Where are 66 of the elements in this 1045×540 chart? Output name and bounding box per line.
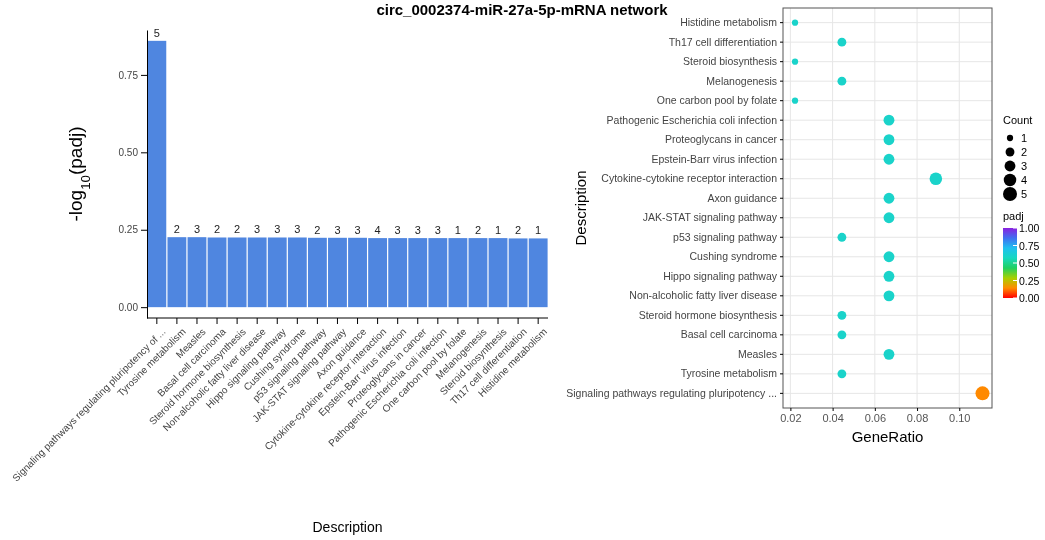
legend-label: 1: [1021, 132, 1028, 144]
y-tick-label: Axon guidance: [707, 191, 778, 204]
bar: [207, 237, 227, 308]
annotation: 2: [234, 223, 241, 236]
annotation: 1: [535, 224, 542, 237]
annotation: 3: [254, 223, 261, 236]
y-tick-label: 0.50: [118, 147, 139, 159]
y-tick-label: Non-alcoholic fatty liver disease: [629, 289, 778, 302]
bar: [488, 238, 508, 308]
y-tick-label: 0.25: [118, 224, 139, 236]
y-tick-label: One carbon pool by folate: [656, 94, 778, 107]
legend-label: 2: [1021, 146, 1028, 158]
y-tick-label: p53 signaling pathway: [673, 230, 778, 243]
x-axis-title: GeneRatio: [851, 428, 924, 445]
y-tick-label: Signaling pathways regulating pluripotency ...: [566, 386, 777, 399]
y-tick-label: JAK-STAT signaling pathway: [642, 211, 778, 224]
annotation: 4: [374, 224, 381, 237]
color-bar-label: 0.00: [1019, 292, 1040, 304]
y-tick-label: Epstein-Barr virus infection: [651, 152, 778, 165]
legend-label: 3: [1021, 160, 1028, 172]
annotation: 2: [213, 223, 221, 236]
x-tick-label: 0.10: [949, 411, 971, 424]
y-tick-label: Histidine metabolism: [680, 15, 778, 28]
y-tick-label: Pathogenic Escherichia coli infection: [606, 113, 778, 126]
legend-title: Count: [1003, 114, 1033, 126]
y-tick-label: Cytokine-cytokine receptor interaction: [601, 172, 778, 185]
color-bar-title: padj: [1003, 210, 1024, 222]
bar: [468, 238, 488, 308]
chart-title: circ_0002374-miR-27a-5p-mRNA network: [376, 1, 669, 18]
y-tick-label: Proteoglycans in cancer: [664, 133, 778, 146]
annotation: 1: [454, 224, 461, 237]
annotation: 2: [314, 223, 321, 236]
legend-label: 4: [1021, 174, 1028, 186]
annotation: 3: [294, 223, 301, 236]
annotation: 1: [494, 224, 502, 237]
y-tick-label: Steroid hormone biosynthesis: [638, 308, 777, 321]
annotation: 3: [354, 223, 361, 236]
annotation: 2: [173, 223, 180, 236]
annotation: 3: [334, 223, 341, 236]
y-tick-label: Steroid biosynthesis: [683, 55, 777, 68]
x-tick-label: 0.06: [864, 411, 887, 424]
y-tick-label: Melanogenesis: [706, 74, 777, 87]
annotation: 5: [153, 26, 160, 39]
color-bar-label: 0.25: [1019, 274, 1040, 287]
x-tick-label: 0.02: [780, 411, 802, 424]
y-tick-label: 0.00: [118, 301, 139, 313]
x-tick-label: 0.08: [906, 411, 929, 424]
annotation: 3: [193, 223, 201, 236]
x-axis-title: Description: [312, 519, 383, 535]
x-tick-label: 0.04: [822, 411, 844, 424]
bar: [187, 237, 207, 308]
annotation: 2: [515, 224, 522, 237]
annotation: 3: [414, 224, 421, 237]
y-tick-label: Hippo signaling pathway: [663, 269, 778, 282]
y-tick-label: Cushing syndrome: [689, 250, 778, 263]
annotation: 2: [474, 224, 482, 237]
color-bar-label: 0.75: [1019, 239, 1040, 252]
y-tick-label: 0.75: [118, 69, 139, 81]
annotation: 3: [434, 224, 441, 237]
y-tick-label: Th17 cell differentiation: [668, 35, 778, 48]
annotation: 3: [274, 223, 281, 236]
legend-label: 5: [1021, 188, 1028, 200]
color-bar-label: 0.50: [1019, 257, 1040, 269]
color-bar-label: 1.00: [1019, 222, 1040, 234]
annotation: 3: [394, 224, 401, 237]
y-axis-title: Description: [572, 170, 589, 246]
